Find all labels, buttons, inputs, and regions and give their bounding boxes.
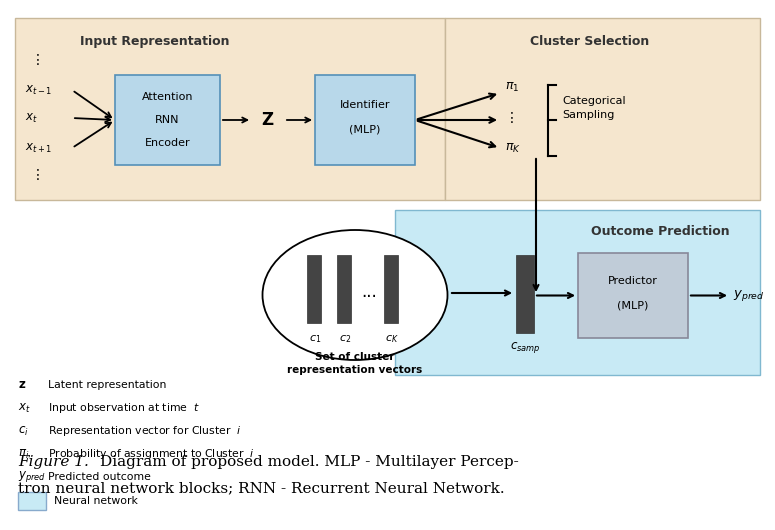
Text: Input observation at time  $t$: Input observation at time $t$ xyxy=(48,401,200,415)
Text: (MLP): (MLP) xyxy=(350,125,381,135)
Text: $c_1$: $c_1$ xyxy=(308,333,321,345)
Text: Latent representation: Latent representation xyxy=(48,380,167,390)
Ellipse shape xyxy=(263,230,447,360)
Bar xyxy=(384,255,398,323)
Text: $\pi_K$: $\pi_K$ xyxy=(505,142,521,155)
Text: $\pi_i$: $\pi_i$ xyxy=(18,447,29,461)
Text: $\pi_1$: $\pi_1$ xyxy=(505,81,519,94)
Bar xyxy=(315,75,415,165)
Text: ⋮: ⋮ xyxy=(31,168,45,182)
Text: $y_{pred}$: $y_{pred}$ xyxy=(733,288,764,303)
Text: $x_{t-1}$: $x_{t-1}$ xyxy=(25,83,52,96)
Bar xyxy=(445,18,760,200)
Text: ⋮: ⋮ xyxy=(505,111,519,125)
Bar xyxy=(337,255,351,323)
Bar xyxy=(115,75,220,165)
Text: Input Representation: Input Representation xyxy=(81,35,229,48)
Text: Figure 1.: Figure 1. xyxy=(18,455,89,469)
Text: Outcome Prediction: Outcome Prediction xyxy=(591,225,729,238)
Text: $x_t$: $x_t$ xyxy=(18,401,31,414)
Text: ...: ... xyxy=(361,283,377,301)
Text: Diagram of proposed model. MLP - Multilayer Percep-: Diagram of proposed model. MLP - Multila… xyxy=(100,455,518,469)
Text: Representation vector for Cluster  $i$: Representation vector for Cluster $i$ xyxy=(48,424,242,438)
Bar xyxy=(307,255,321,323)
Text: $c_2$: $c_2$ xyxy=(339,333,351,345)
Text: $c_{samp}$: $c_{samp}$ xyxy=(510,340,540,355)
Bar xyxy=(516,255,534,333)
Text: tron neural network blocks; RNN - Recurrent Neural Network.: tron neural network blocks; RNN - Recurr… xyxy=(18,481,505,495)
Text: $c_i$: $c_i$ xyxy=(18,425,29,438)
Text: Neural network: Neural network xyxy=(54,496,138,506)
Text: $x_{t+1}$: $x_{t+1}$ xyxy=(25,142,52,155)
Text: Identifier: Identifier xyxy=(339,100,391,110)
Text: $\mathbf{Z}$: $\mathbf{Z}$ xyxy=(261,111,274,129)
Text: ⋮: ⋮ xyxy=(31,53,45,67)
Text: Encoder: Encoder xyxy=(145,138,191,148)
Text: Set of cluster
representation vectors: Set of cluster representation vectors xyxy=(288,352,422,375)
Text: Categorical
Sampling: Categorical Sampling xyxy=(562,95,625,120)
Text: Predictor: Predictor xyxy=(608,276,658,286)
Bar xyxy=(395,210,760,375)
Bar xyxy=(15,18,445,200)
Text: $\mathbf{z}$: $\mathbf{z}$ xyxy=(18,378,26,392)
Text: Attention: Attention xyxy=(142,92,193,102)
Text: $x_t$: $x_t$ xyxy=(25,111,38,125)
Text: (MLP): (MLP) xyxy=(618,300,649,310)
Text: Cluster Selection: Cluster Selection xyxy=(530,35,649,48)
Text: RNN: RNN xyxy=(155,115,180,125)
Bar xyxy=(578,253,688,338)
Text: $c_K$: $c_K$ xyxy=(385,333,399,345)
Text: Probability of assignment to Cluster  $i$: Probability of assignment to Cluster $i$ xyxy=(48,447,255,461)
Text: $y_{pred}$: $y_{pred}$ xyxy=(18,470,46,484)
Bar xyxy=(18,492,46,510)
Text: Predicted outcome: Predicted outcome xyxy=(48,472,151,482)
